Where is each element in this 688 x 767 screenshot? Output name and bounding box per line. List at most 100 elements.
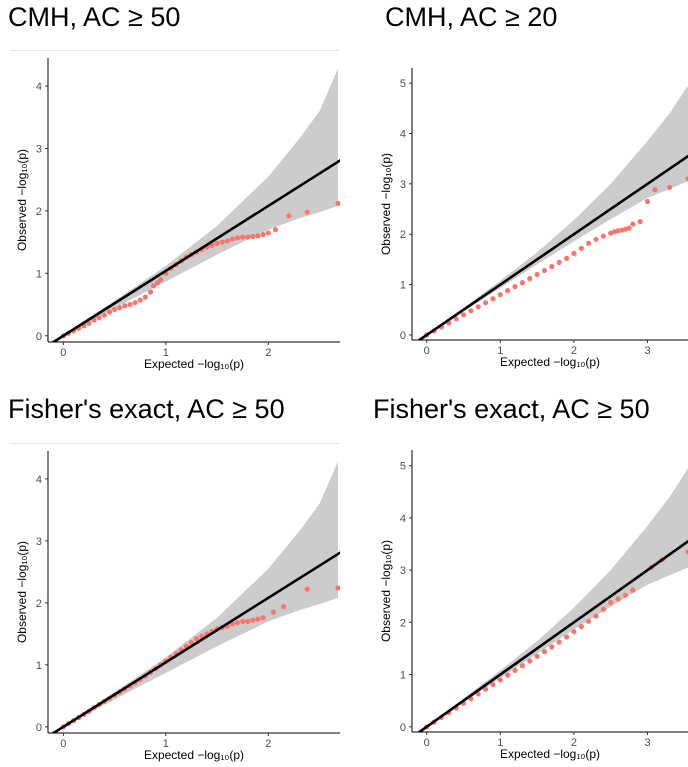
data-point — [541, 649, 548, 655]
data-point — [630, 587, 636, 593]
y-axis-title: Observed −log₁₀(p) — [15, 149, 29, 251]
data-point — [86, 320, 92, 326]
data-point — [593, 613, 599, 619]
x-tick-label: 0 — [60, 347, 66, 359]
data-point — [527, 658, 533, 664]
x-tick-label: 0 — [60, 738, 66, 750]
data-point — [453, 316, 459, 322]
data-point — [637, 219, 643, 225]
y-tick-label: 5 — [400, 78, 406, 90]
data-point — [286, 213, 292, 219]
data-point — [608, 599, 614, 606]
data-point — [519, 280, 526, 286]
data-point — [245, 618, 251, 625]
data-point — [229, 236, 235, 242]
y-tick-label: 5 — [400, 461, 406, 473]
data-point — [142, 294, 148, 300]
data-point — [483, 300, 489, 306]
data-point — [245, 234, 251, 240]
reference-line — [51, 158, 340, 342]
data-point — [571, 250, 577, 256]
x-tick-label: 1 — [497, 737, 503, 749]
data-point — [234, 235, 241, 241]
data-point — [685, 176, 688, 182]
data-point — [534, 653, 540, 659]
data-point — [117, 305, 123, 311]
data-point — [512, 284, 518, 290]
data-point — [578, 245, 584, 251]
data-point — [549, 263, 555, 270]
data-point — [615, 596, 621, 602]
data-point — [224, 238, 230, 244]
data-point — [137, 297, 143, 303]
data-point — [255, 233, 261, 239]
chart-title: Fisher's exact, AC ≥ 50 — [8, 394, 285, 424]
plot-area — [417, 468, 688, 732]
y-tick-label: 0 — [36, 331, 42, 343]
data-point — [475, 304, 481, 310]
y-axis-title: Observed −log₁₀(p) — [15, 541, 29, 643]
plot-area — [51, 68, 340, 342]
y-tick-label: 0 — [400, 330, 406, 342]
data-point — [335, 200, 340, 206]
y-tick-label: 2 — [400, 617, 406, 629]
y-tick-label: 4 — [36, 474, 42, 486]
data-point — [122, 303, 128, 309]
data-point — [132, 300, 138, 306]
data-point — [194, 636, 200, 642]
plot-area — [51, 461, 340, 733]
x-tick-label: 2 — [571, 345, 577, 357]
data-point — [240, 234, 246, 240]
data-point — [505, 288, 511, 294]
data-point — [630, 221, 636, 227]
data-point — [250, 233, 256, 240]
data-point — [255, 616, 261, 622]
data-point — [497, 292, 503, 298]
y-tick-label: 4 — [36, 81, 42, 93]
data-point — [147, 289, 154, 295]
data-point — [240, 618, 246, 625]
data-point — [534, 271, 540, 278]
data-point — [497, 677, 503, 683]
y-tick-label: 1 — [400, 670, 406, 682]
data-point — [556, 639, 562, 645]
data-point — [490, 681, 496, 688]
data-point — [127, 301, 133, 308]
x-tick-label: 2 — [265, 738, 271, 750]
confidence-band — [63, 461, 339, 727]
data-point — [586, 240, 592, 246]
y-tick-label: 0 — [400, 722, 406, 734]
y-axis-title: Observed −log₁₀(p) — [379, 540, 393, 642]
x-axis-title: Expected −log₁₀(p) — [500, 355, 600, 369]
data-point — [519, 663, 526, 669]
data-point — [541, 267, 548, 274]
data-point — [101, 312, 107, 318]
y-tick-label: 4 — [400, 513, 406, 525]
data-point — [265, 230, 271, 236]
data-point — [260, 615, 266, 621]
data-point — [600, 233, 607, 239]
data-point — [158, 277, 164, 283]
y-tick-label: 3 — [36, 144, 42, 156]
data-point — [270, 609, 276, 615]
x-tick-label: 2 — [571, 737, 577, 749]
data-point — [483, 686, 489, 692]
data-point — [571, 629, 577, 635]
data-point — [272, 227, 279, 233]
data-point — [600, 606, 607, 612]
data-point — [685, 549, 688, 555]
data-point — [234, 620, 241, 626]
y-tick-label: 3 — [400, 565, 406, 577]
data-point — [644, 198, 651, 205]
data-point — [460, 312, 467, 318]
x-tick-label: 1 — [163, 738, 169, 750]
plot-area — [417, 85, 688, 340]
data-point — [490, 296, 496, 302]
y-tick-label: 3 — [36, 536, 42, 548]
confidence-band — [426, 468, 688, 727]
data-point — [564, 634, 570, 640]
data-point — [214, 240, 220, 246]
y-tick-label: 2 — [36, 598, 42, 610]
